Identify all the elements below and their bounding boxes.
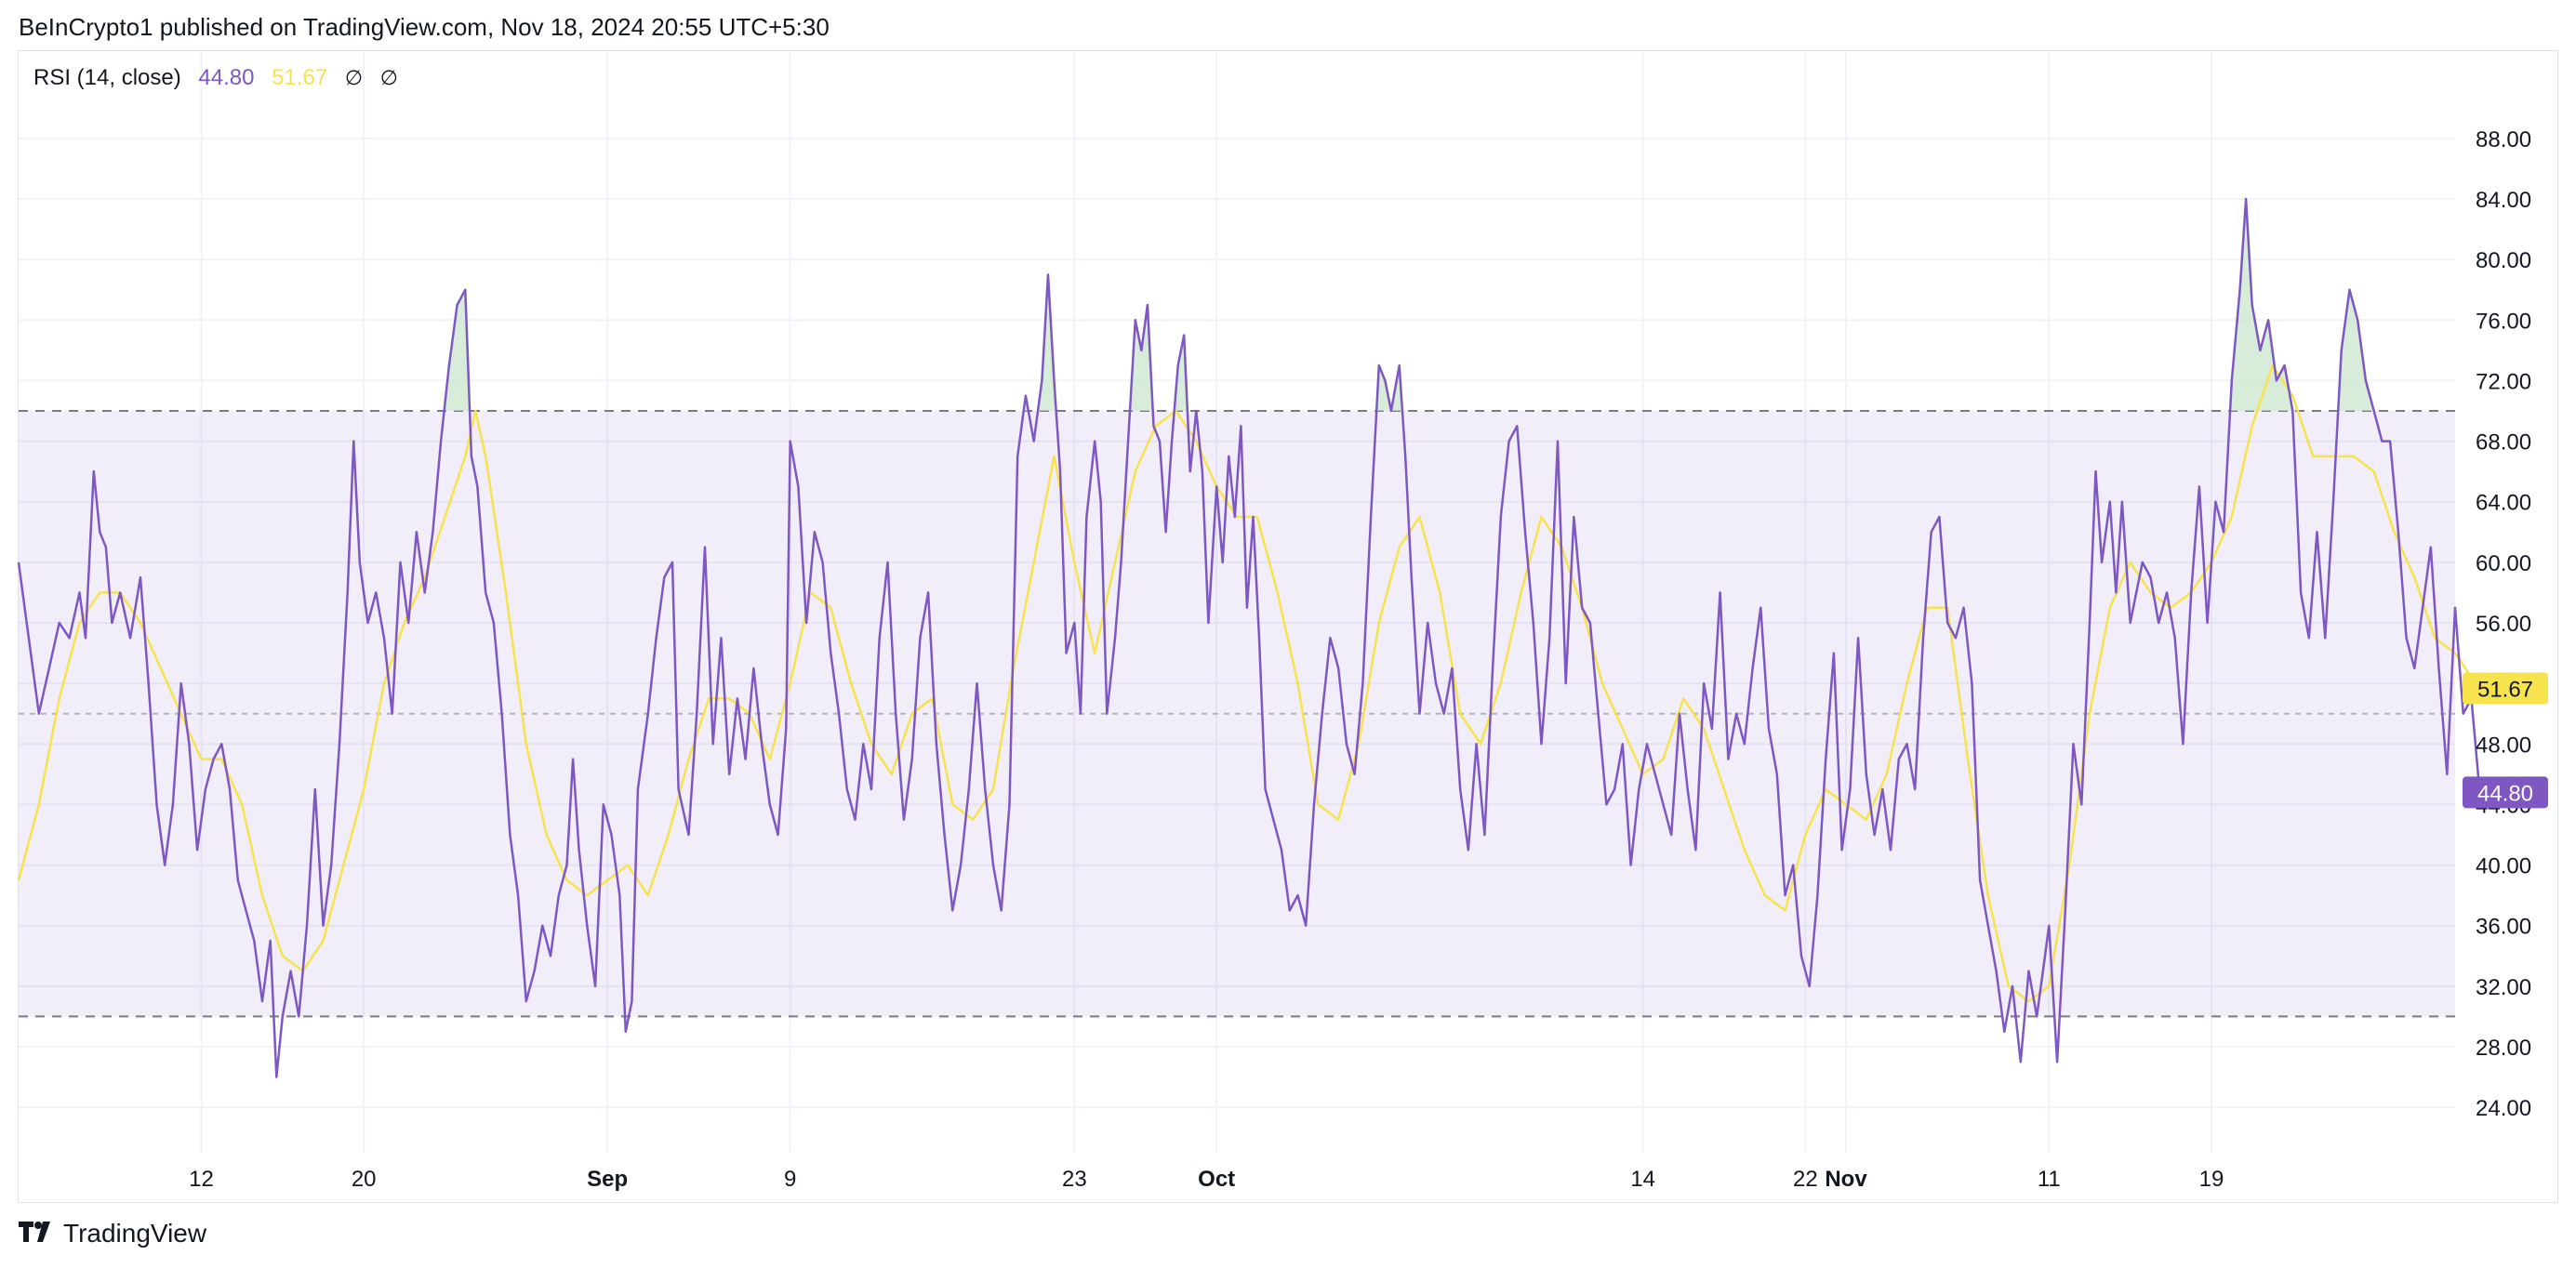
x-tick-label: Nov [1825, 1167, 1867, 1192]
y-tick-label: 40.00 [2476, 854, 2531, 879]
footer-brand[interactable]: TradingView [19, 1218, 206, 1249]
y-tick-label: 56.00 [2476, 612, 2531, 637]
chart-frame [18, 50, 2558, 1203]
publisher-header: BeInCrypto1 published on TradingView.com… [19, 13, 830, 41]
y-tick-label: 76.00 [2476, 309, 2531, 334]
empty-set-icon-2: ∅ [379, 66, 398, 89]
rsi-band-layer [19, 410, 2455, 1018]
x-tick-label: 11 [2038, 1167, 2061, 1192]
indicator-title: RSI (14, close) [33, 65, 181, 90]
overbought-fill [444, 289, 471, 411]
y-tick-label: 80.00 [2476, 248, 2531, 273]
y-tick-label: 88.00 [2476, 127, 2531, 152]
y-tick-label: 36.00 [2476, 915, 2531, 940]
x-tick-label: 22 [1793, 1167, 1818, 1192]
last-value-labels: 51.67 44.80 [2463, 672, 2548, 809]
x-tick-label: Sep [587, 1167, 628, 1192]
rsi-last-value-tag [2463, 776, 2548, 809]
y-tick-label: 32.00 [2476, 975, 2531, 1000]
tradingview-logo-icon [19, 1218, 56, 1249]
x-tick-label: 23 [1062, 1167, 1087, 1192]
x-tick-label: 9 [784, 1167, 796, 1192]
y-tick-label: 28.00 [2476, 1036, 2531, 1061]
rsi-value: 44.80 [198, 65, 255, 90]
y-tick-label: 64.00 [2476, 491, 2531, 516]
x-tick-label: 14 [1630, 1167, 1655, 1192]
grid-layer [19, 52, 2455, 1153]
x-tick-label: 20 [352, 1167, 377, 1192]
y-tick-label: 72.00 [2476, 369, 2531, 394]
ma-value: 51.67 [272, 65, 328, 90]
y-tick-label: 84.00 [2476, 188, 2531, 213]
ma-last-value-text: 51.67 [2477, 678, 2533, 703]
empty-set-icon: ∅ [344, 66, 364, 89]
ma-last-value-tag [2463, 672, 2548, 705]
x-axis: 12 20 Sep 9 23 Oct 14 22 Nov 11 19 [189, 1167, 2224, 1192]
x-tick-label: Oct [1198, 1167, 1235, 1192]
y-tick-label: 60.00 [2476, 551, 2531, 576]
rsi-line [17, 197, 2481, 1078]
overbought-fill-layer [444, 199, 2374, 411]
y-axis: 88.00 84.00 80.00 76.00 72.00 68.00 64.00 60.00… [2476, 127, 2531, 1121]
indicator-legend[interactable]: RSI (14, close) 44.80 51.67 ∅ ∅ [33, 65, 409, 91]
y-tick-label: 24.00 [2476, 1096, 2531, 1121]
x-tick-label: 19 [2199, 1167, 2224, 1192]
ma-line [17, 363, 2476, 1003]
y-tick-label: 68.00 [2476, 430, 2531, 456]
rsi-last-value-text: 44.80 [2477, 781, 2533, 806]
y-tick-label: 48.00 [2476, 733, 2531, 758]
series-layer [17, 197, 2481, 1078]
brand-name: TradingView [63, 1219, 207, 1248]
overbought-fill [1376, 365, 1391, 411]
overbought-fill [2230, 199, 2293, 411]
x-tick-label: 12 [189, 1167, 214, 1192]
